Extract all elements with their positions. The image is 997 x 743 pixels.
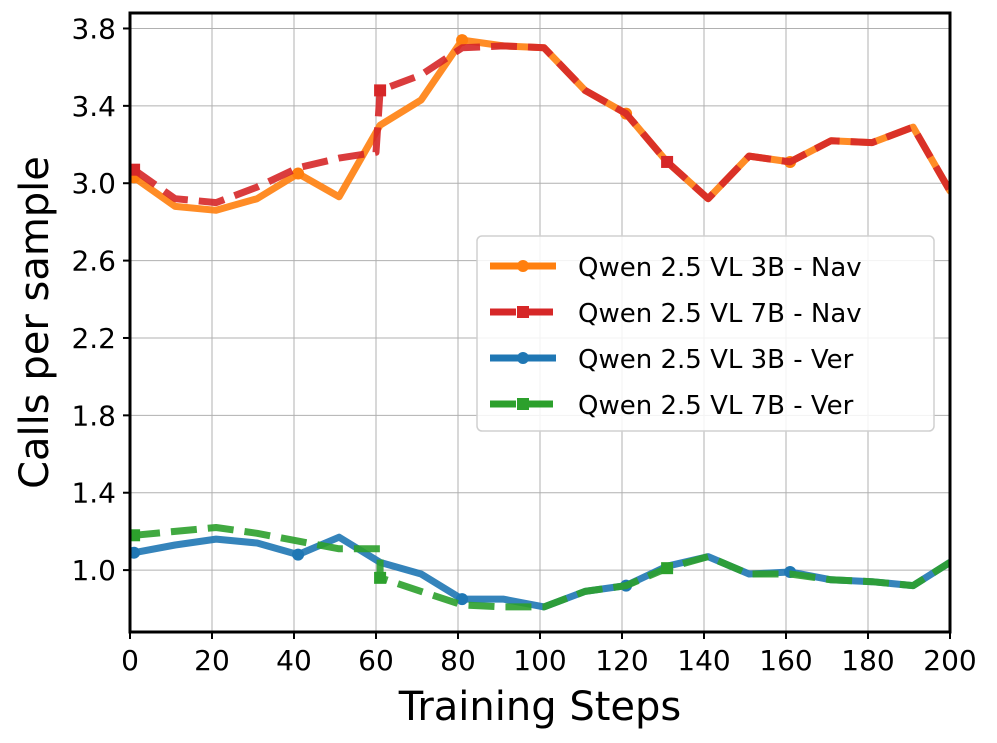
y-tick-label: 3.4 [71, 90, 116, 123]
legend-marker [517, 398, 529, 410]
y-tick-label: 1.4 [71, 477, 116, 510]
data-point [456, 593, 469, 606]
data-point [292, 548, 305, 561]
legend: Qwen 2.5 VL 3B - Nav Qwen 2.5 VL 7B - Nav… [476, 235, 935, 432]
legend-item: Qwen 2.5 VL 7B - Ver [490, 391, 854, 421]
series-1 [130, 42, 950, 207]
legend-marker [517, 260, 529, 272]
y-tick-label: 2.6 [71, 245, 116, 278]
x-tick-label: 100 [513, 644, 566, 677]
legend-marker [517, 352, 529, 364]
legend-marker [517, 306, 529, 318]
data-point [130, 163, 141, 176]
data-point [292, 167, 305, 180]
x-tick-label: 20 [194, 644, 230, 677]
x-tick-label: 200 [923, 644, 976, 677]
y-tick-label: 1.0 [71, 554, 116, 587]
x-tick-label: 140 [677, 644, 730, 677]
plot-lines [130, 34, 950, 611]
axis-ticks: 0 20 40 60 80 100 120 140 160 180 200 1.0 1.4 1.8 2.2 2… [71, 12, 976, 677]
y-tick-label: 3.0 [71, 167, 116, 200]
legend-item: Qwen 2.5 VL 3B - Ver [490, 345, 854, 375]
y-tick-label: 2.2 [71, 322, 116, 355]
series-0 [130, 34, 950, 214]
legend-label: Qwen 2.5 VL 3B - Nav [578, 253, 862, 283]
data-point [456, 34, 469, 47]
data-point [374, 84, 387, 97]
legend-box [476, 235, 935, 432]
x-tick-label: 0 [121, 644, 139, 677]
legend-label: Qwen 2.5 VL 7B - Ver [578, 391, 854, 421]
y-axis-title: Calls per sample [12, 156, 58, 489]
legend-item: Qwen 2.5 VL 7B - Nav [490, 299, 862, 329]
data-point [130, 529, 141, 542]
x-axis-title: Training Steps [398, 684, 681, 730]
x-tick-label: 180 [841, 644, 894, 677]
series-3 [130, 524, 950, 611]
y-tick-label: 1.8 [71, 399, 116, 432]
legend-label: Qwen 2.5 VL 3B - Ver [578, 345, 854, 375]
x-tick-label: 80 [440, 644, 476, 677]
x-tick-label: 60 [358, 644, 394, 677]
series-line [133, 524, 950, 611]
x-tick-label: 40 [276, 644, 312, 677]
series-line [132, 42, 950, 207]
x-tick-label: 160 [759, 644, 812, 677]
data-point [661, 155, 674, 168]
data-point [374, 571, 387, 584]
legend-label: Qwen 2.5 VL 7B - Nav [578, 299, 862, 329]
series-line [130, 533, 950, 611]
x-tick-label: 120 [595, 644, 648, 677]
data-point [661, 562, 674, 575]
series-2 [130, 533, 950, 611]
data-point [130, 546, 141, 559]
y-tick-label: 3.8 [71, 12, 116, 45]
legend-item: Qwen 2.5 VL 3B - Nav [490, 253, 862, 283]
